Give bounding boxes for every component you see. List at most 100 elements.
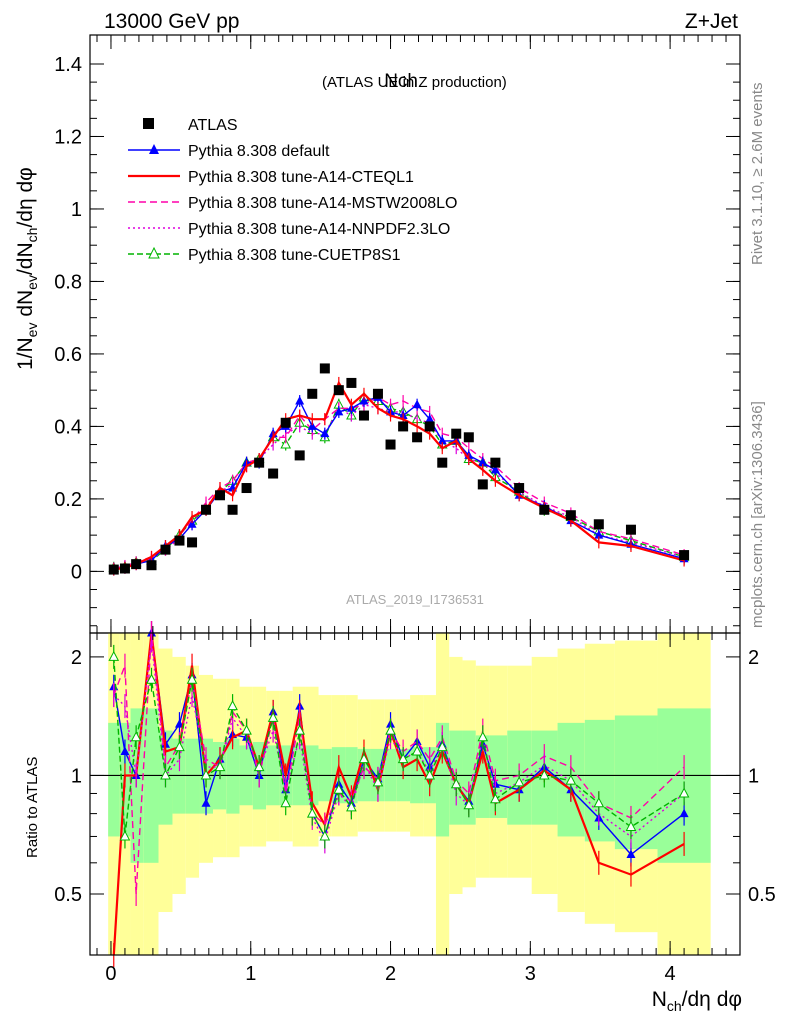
data-point-atlas bbox=[160, 544, 171, 555]
data-point-atlas bbox=[254, 457, 265, 468]
point-cuetp8s1 bbox=[463, 799, 475, 810]
point-cuetp8s1 bbox=[411, 745, 423, 756]
point-cuetp8s1 bbox=[174, 741, 185, 752]
series-line-nnpdf bbox=[113, 640, 685, 844]
mcplots-label: mcplots.cern.ch [arXiv:1306.3436] bbox=[749, 401, 766, 628]
main-subtitle: (ATLAS UE in Z production) bbox=[322, 74, 507, 91]
data-point-atlas bbox=[625, 524, 636, 535]
data-point-atlas bbox=[385, 439, 396, 450]
point-cuetp8s1 bbox=[214, 761, 226, 772]
ratio-band-inner bbox=[143, 708, 159, 863]
data-point-atlas bbox=[539, 504, 550, 515]
analysis-id-label: ATLAS_2019_I1736531 bbox=[346, 592, 484, 607]
data-point-atlas bbox=[119, 563, 130, 574]
series-line-nnpdf bbox=[113, 403, 685, 570]
series-line-cuetp8s1 bbox=[113, 656, 685, 839]
legend-label: Pythia 8.308 tune-A14-MSTW2008LO bbox=[188, 195, 457, 212]
legend: ATLAS Pythia 8.308 default Pythia 8.308 tu… bbox=[128, 117, 457, 264]
point-default bbox=[490, 464, 500, 474]
point-default bbox=[679, 808, 689, 818]
point-cuetp8s1 bbox=[160, 769, 171, 780]
ratio-y-tick-label-right: 0.5 bbox=[748, 884, 776, 906]
point-cuetp8s1 bbox=[306, 807, 318, 818]
point-cuetp8s1 bbox=[565, 774, 577, 785]
x-tick-label: 4 bbox=[665, 963, 676, 985]
point-cuetp8s1 bbox=[146, 673, 157, 684]
data-point-atlas bbox=[201, 504, 212, 515]
data-point-atlas bbox=[319, 363, 330, 374]
data-point-atlas bbox=[187, 537, 198, 548]
x-axis-ticks: 0 1 2 3 4 0.5 0.5 1 1 2 2 bbox=[54, 35, 776, 985]
data-point-atlas bbox=[437, 457, 448, 468]
y-tick-label: 1.4 bbox=[54, 54, 82, 76]
data-point-atlas bbox=[294, 450, 305, 461]
data-point-atlas bbox=[451, 428, 462, 439]
point-cuetp8s1 bbox=[200, 769, 212, 780]
data-point-atlas bbox=[268, 468, 279, 479]
point-cuetp8s1 bbox=[436, 741, 448, 752]
data-point-atlas bbox=[490, 457, 501, 468]
ratio-y-tick-label-left: 1 bbox=[71, 765, 82, 787]
point-cuetp8s1 bbox=[358, 753, 370, 764]
y-tick-label: 1.2 bbox=[54, 126, 82, 148]
y-tick-label: 0.2 bbox=[54, 489, 82, 511]
point-default bbox=[334, 406, 344, 416]
data-point-atlas bbox=[346, 377, 357, 388]
x-tick-label: 2 bbox=[385, 963, 396, 985]
legend-label: ATLAS bbox=[188, 117, 238, 134]
data-point-atlas bbox=[307, 388, 318, 399]
ratio-band-inner bbox=[475, 735, 490, 818]
point-cuetp8s1 bbox=[385, 724, 396, 735]
point-cuetp8s1 bbox=[450, 778, 462, 789]
data-point-atlas bbox=[424, 421, 435, 432]
legend-entry-nnpdf: Pythia 8.308 tune-A14-NNPDF2.3LO bbox=[128, 221, 450, 238]
point-cuetp8s1 bbox=[397, 753, 409, 764]
data-point-atlas bbox=[280, 417, 291, 428]
data-point-atlas bbox=[131, 559, 142, 570]
point-default bbox=[307, 421, 317, 430]
y-tick-label: 0.8 bbox=[54, 271, 82, 293]
point-cuetp8s1 bbox=[593, 797, 605, 808]
point-cuetp8s1 bbox=[424, 769, 436, 780]
ratio-y-tick-label-left: 2 bbox=[71, 647, 82, 669]
point-cuetp8s1 bbox=[513, 776, 525, 787]
point-cuetp8s1 bbox=[267, 711, 279, 722]
point-cuetp8s1 bbox=[346, 801, 357, 812]
data-point-atlas bbox=[514, 483, 525, 494]
point-cuetp8s1 bbox=[280, 797, 292, 808]
data-point-atlas bbox=[477, 479, 488, 490]
legend-marker bbox=[143, 118, 154, 129]
point-default bbox=[201, 798, 211, 807]
ratio-band-inner bbox=[614, 715, 658, 850]
x-tick-label: 3 bbox=[525, 963, 536, 985]
data-point-atlas bbox=[241, 483, 252, 494]
point-cuetp8s1 bbox=[625, 820, 637, 831]
x-tick-label: 0 bbox=[105, 963, 116, 985]
point-default bbox=[295, 396, 305, 405]
point-cuetp8s1 bbox=[130, 731, 142, 742]
ratio-band-inner bbox=[226, 738, 240, 814]
point-default bbox=[594, 530, 604, 539]
ratio-y-tick-label-right: 2 bbox=[748, 647, 759, 669]
data-point-atlas bbox=[679, 550, 690, 561]
legend-label: Pythia 8.308 tune-A14-NNPDF2.3LO bbox=[188, 221, 450, 238]
ratio-frame bbox=[89, 632, 741, 956]
ratio-band-inner bbox=[584, 719, 615, 842]
x-tick-label: 1 bbox=[245, 963, 256, 985]
point-default bbox=[359, 396, 369, 405]
y-tick-label: 0 bbox=[71, 561, 82, 583]
point-cuetp8s1 bbox=[538, 769, 550, 780]
point-cuetp8s1 bbox=[333, 783, 345, 794]
main-panel: 0 0.2 0.4 0.6 0.8 1 1.2 1.4 Nch (ATLAS UE in Z … bbox=[14, 34, 741, 634]
main-title: Nch bbox=[384, 71, 418, 92]
point-cuetp8s1 bbox=[253, 761, 265, 772]
y-tick-label: 0.4 bbox=[54, 416, 82, 438]
main-axis-ticks: 0 0.2 0.4 0.6 0.8 1 1.2 1.4 bbox=[54, 54, 740, 627]
data-point-atlas bbox=[174, 535, 185, 546]
point-default bbox=[437, 435, 447, 445]
data-point-atlas bbox=[333, 385, 344, 396]
point-default bbox=[187, 519, 197, 528]
point-cuetp8s1 bbox=[241, 724, 252, 735]
point-default bbox=[120, 746, 130, 756]
point-cuetp8s1 bbox=[280, 438, 292, 449]
